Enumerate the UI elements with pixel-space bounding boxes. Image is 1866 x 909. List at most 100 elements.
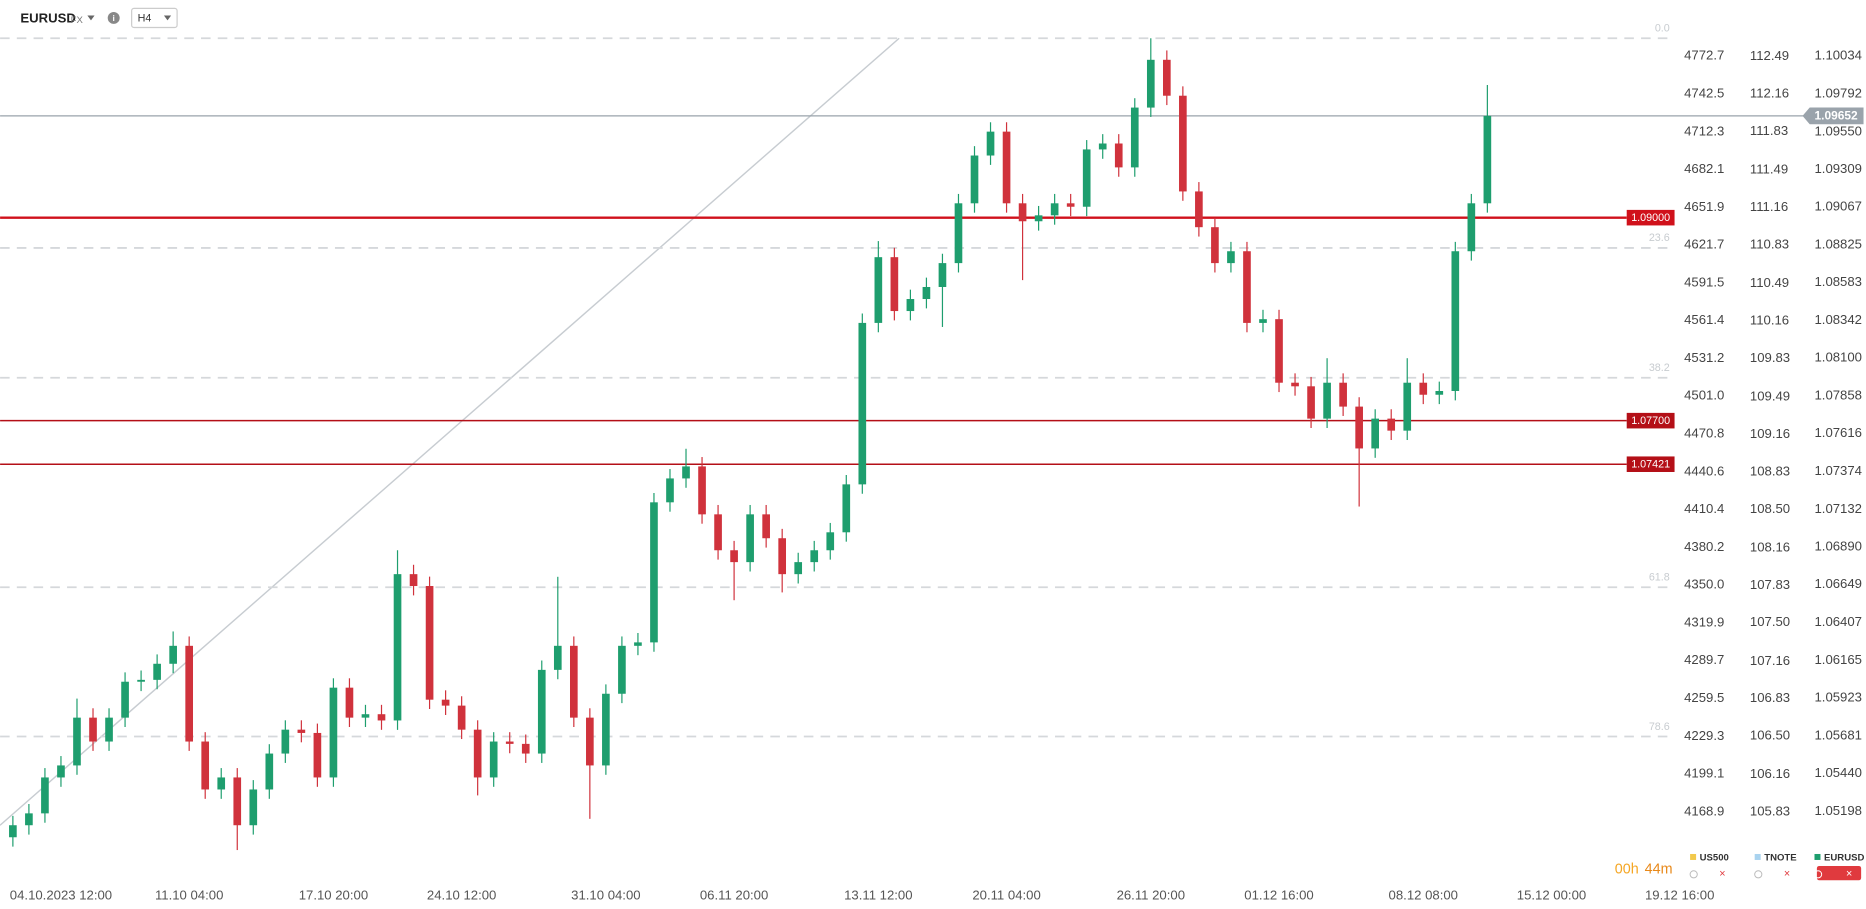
legend-label[interactable]: EURUSD bbox=[1824, 853, 1864, 864]
tnote-tick-label: 109.83 bbox=[1750, 350, 1790, 365]
candle-body bbox=[1243, 251, 1251, 323]
price-level-tag bbox=[1626, 412, 1675, 429]
y-tick-label: 1.09309 bbox=[1814, 161, 1862, 176]
fib-label: 61.8 bbox=[1649, 572, 1670, 584]
legend-label[interactable]: TNOTE bbox=[1764, 853, 1796, 864]
tnote-tick-label: 112.16 bbox=[1750, 86, 1789, 101]
candle-body bbox=[265, 753, 274, 790]
x-tick-label: 17.10 20:00 bbox=[299, 887, 368, 902]
candle-body bbox=[1098, 143, 1107, 150]
timeframe-dropdown bbox=[163, 15, 172, 21]
candle-body bbox=[794, 562, 803, 575]
symbol-dropdown[interactable] bbox=[87, 15, 95, 21]
candle-body bbox=[57, 765, 65, 778]
candle-body bbox=[1114, 143, 1123, 168]
us500-tick-label: 4531.2 bbox=[1684, 350, 1724, 365]
us500-tick-label: 4621.7 bbox=[1684, 237, 1724, 252]
y-tick-label: 1.08583 bbox=[1814, 274, 1862, 289]
candle-body bbox=[297, 729, 306, 733]
x-tick-label: 04.10.2023 12:00 bbox=[10, 887, 112, 902]
legend-swatch bbox=[1690, 853, 1697, 860]
candle-body bbox=[602, 693, 610, 766]
price-level-label: 1.09000 bbox=[1631, 212, 1670, 224]
candle-body bbox=[153, 663, 161, 680]
candle-body bbox=[778, 538, 787, 575]
candle-body bbox=[1419, 382, 1428, 395]
candle-body bbox=[1002, 131, 1011, 204]
symbol[interactable]: EURUSD bbox=[20, 11, 76, 26]
candle-body bbox=[377, 714, 386, 721]
candle-body bbox=[1435, 390, 1444, 395]
legend-remove: × bbox=[1784, 868, 1790, 880]
candle-body bbox=[1195, 191, 1203, 228]
candle-body bbox=[762, 514, 770, 539]
timeframe-box[interactable] bbox=[131, 7, 178, 29]
x-tick-label: 06.11 20:00 bbox=[700, 887, 768, 902]
info-icon[interactable] bbox=[107, 11, 120, 24]
candle-body bbox=[1130, 107, 1139, 168]
candle-body bbox=[698, 466, 706, 515]
fib-label: 23.6 bbox=[1649, 232, 1670, 244]
tnote-tick-label: 111.16 bbox=[1750, 199, 1788, 214]
countdown-hours: 00h bbox=[1615, 861, 1639, 877]
candle-body bbox=[73, 717, 81, 766]
candle-body bbox=[826, 532, 835, 551]
us500-tick-label: 4561.4 bbox=[1684, 312, 1724, 327]
candle-body bbox=[634, 642, 642, 646]
x-tick-label: 24.10 12:00 bbox=[427, 887, 496, 902]
candle-body bbox=[874, 257, 883, 323]
y-tick-label: 1.06165 bbox=[1814, 652, 1862, 667]
candle-body bbox=[1146, 59, 1155, 108]
candle-body bbox=[1163, 59, 1171, 96]
y-tick-label: 1.05681 bbox=[1814, 727, 1862, 742]
candle-body bbox=[25, 813, 33, 826]
tnote-tick-label: 106.50 bbox=[1750, 728, 1790, 743]
us500-tick-label: 4410.4 bbox=[1684, 501, 1724, 516]
candle-body bbox=[361, 714, 370, 718]
candle-body bbox=[569, 645, 578, 718]
y-tick-label: 1.07374 bbox=[1814, 463, 1862, 478]
candle-body bbox=[1483, 115, 1492, 204]
candle-body bbox=[938, 263, 947, 287]
x-tick-label: 26.11 20:00 bbox=[1117, 887, 1185, 902]
us500-tick-label: 4651.9 bbox=[1684, 199, 1724, 214]
y-tick-label: 1.08825 bbox=[1814, 236, 1862, 251]
tnote-tick-label: 109.49 bbox=[1750, 388, 1790, 403]
candle-body bbox=[986, 131, 995, 156]
tnote-tick-label: 110.83 bbox=[1750, 236, 1789, 251]
candle-body bbox=[714, 514, 722, 551]
us500-tick-label: 4501.0 bbox=[1684, 388, 1724, 403]
y-tick-label: 1.07858 bbox=[1814, 387, 1862, 402]
x-tick-label: 20.11 04:00 bbox=[972, 887, 1040, 902]
candle-body bbox=[1050, 203, 1059, 216]
x-tick-label: 08.12 08:00 bbox=[1389, 887, 1458, 902]
candle-body bbox=[650, 502, 658, 643]
legend-visibility bbox=[1689, 870, 1698, 879]
us500-tick-label: 4742.5 bbox=[1684, 85, 1724, 100]
candle-body bbox=[409, 574, 418, 587]
us500-tick-label: 4470.8 bbox=[1684, 426, 1724, 441]
candle-body bbox=[1387, 418, 1396, 431]
legend-visibility bbox=[1754, 870, 1763, 879]
candle-body bbox=[682, 466, 690, 479]
y-tick-label: 1.10034 bbox=[1814, 48, 1862, 63]
tnote-tick-label: 107.16 bbox=[1750, 653, 1790, 668]
candle-body bbox=[489, 741, 498, 778]
candle-body bbox=[1339, 382, 1347, 407]
y-tick-label: 1.05440 bbox=[1814, 765, 1862, 780]
candle-body bbox=[457, 705, 466, 730]
x-tick-label: 19.12 16:00 bbox=[1645, 887, 1714, 902]
y-tick-label: 1.06890 bbox=[1814, 539, 1862, 554]
candle-body bbox=[1467, 203, 1476, 252]
price-level-label: 1.07700 bbox=[1631, 415, 1670, 427]
candle-body bbox=[89, 717, 97, 742]
candle-body bbox=[1323, 382, 1331, 419]
legend-label[interactable]: US500 bbox=[1700, 853, 1729, 864]
us500-tick-label: 4168.9 bbox=[1684, 803, 1724, 818]
fib-label: 78.6 bbox=[1649, 721, 1670, 733]
candle-body bbox=[842, 484, 851, 533]
candle-body bbox=[970, 155, 979, 204]
candle-body bbox=[281, 729, 290, 754]
legend-remove: × bbox=[1846, 868, 1852, 880]
y-tick-label: 1.09067 bbox=[1814, 199, 1862, 214]
